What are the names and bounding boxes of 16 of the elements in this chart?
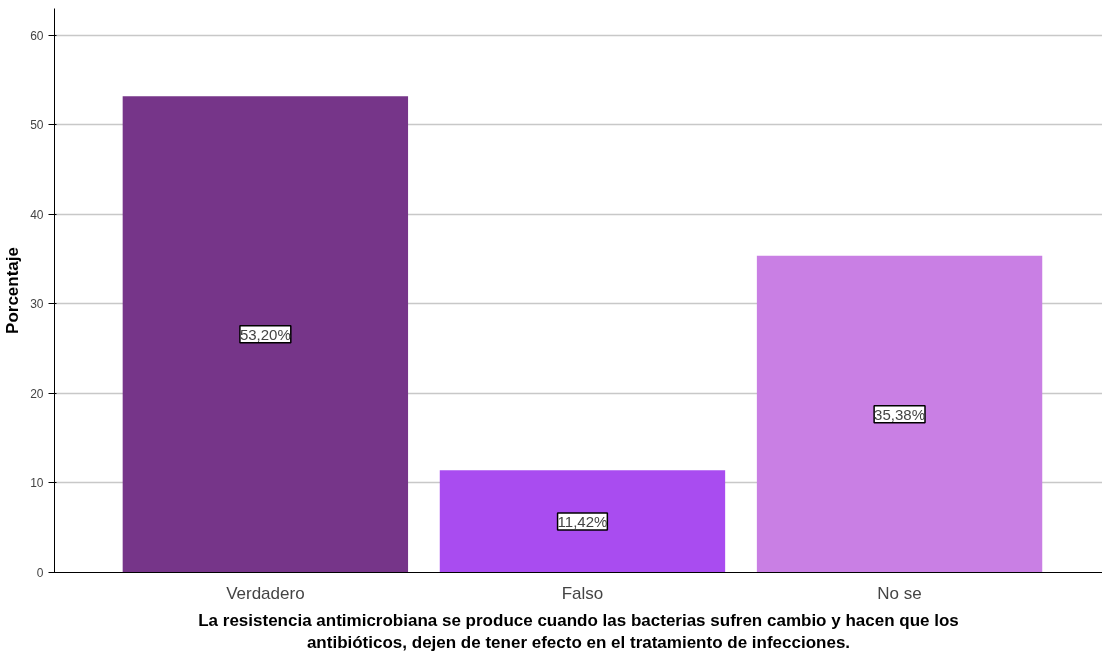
bar (439, 470, 726, 573)
bar (756, 255, 1043, 573)
y-tick-label: 0 (36, 566, 44, 580)
y-tick-label: 10 (30, 476, 44, 491)
y-tick-label: 50 (30, 118, 44, 133)
data-label: 11,42% (557, 512, 608, 530)
x-axis-title: La resistencia antimicrobiana se produce cuando las bacterias sufren cambio y hacen que los antibióticos, dejen de tener efecto en el tratamiento de infecciones. (198, 610, 959, 653)
y-tick-label: 30 (30, 297, 44, 312)
x-tick-label: No se (877, 583, 922, 603)
bar (122, 96, 409, 573)
x-tick-label: Falso (561, 583, 604, 603)
y-axis-title: Porcentaje (3, 247, 23, 334)
y-tick-label: 20 (30, 386, 44, 401)
y-tick-label: 60 (30, 28, 44, 43)
y-tick-label: 40 (30, 207, 44, 222)
x-tick-label: Verdadero (226, 583, 305, 603)
